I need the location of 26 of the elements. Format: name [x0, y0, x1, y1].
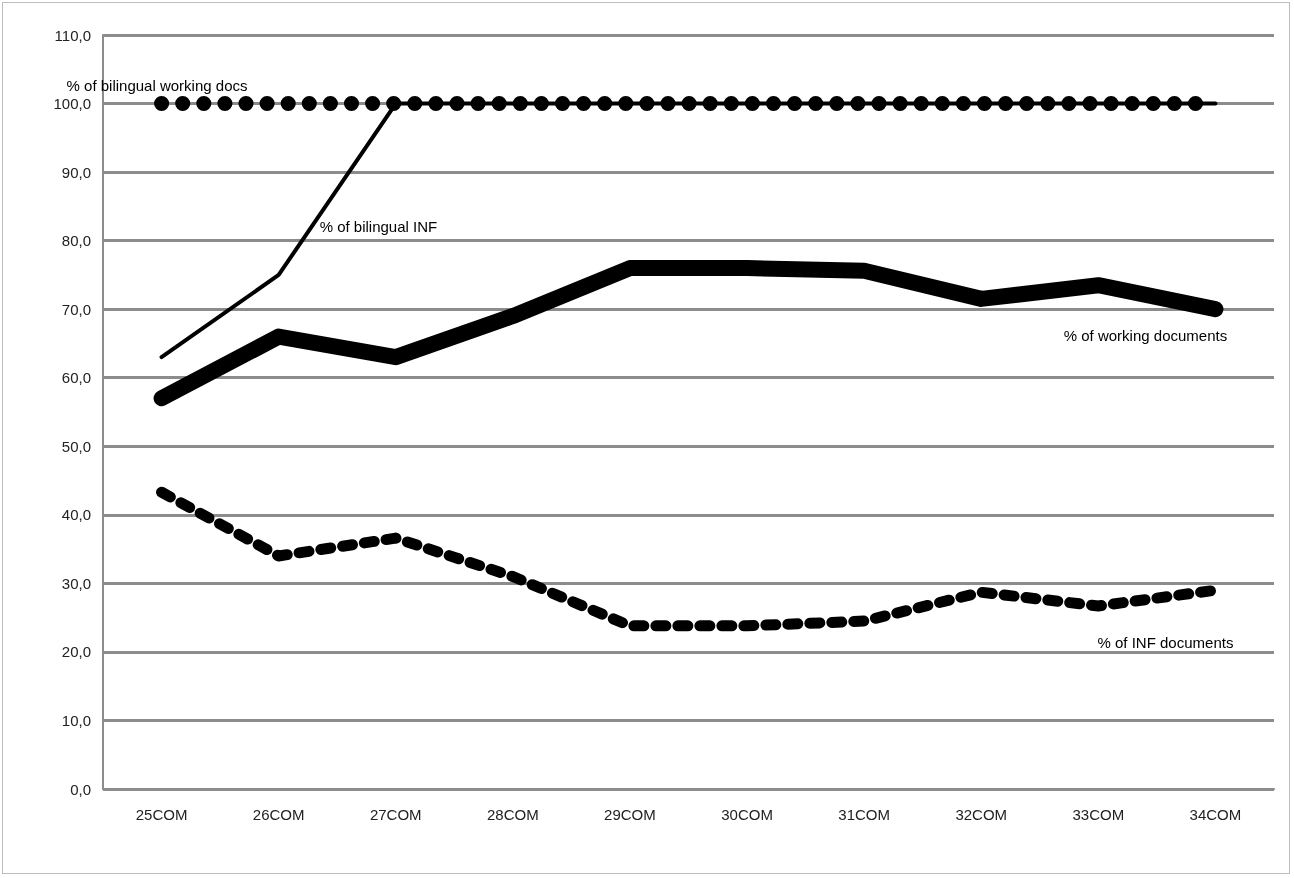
y-tick-label: 10,0 [61, 711, 91, 729]
y-tick-label: 40,0 [61, 506, 91, 524]
series-label: % of working documents [1063, 327, 1228, 345]
x-tick-label: 31COM [838, 806, 890, 823]
y-tick-label: 110,0 [54, 26, 91, 44]
y-tick-label: 60,0 [61, 369, 91, 387]
series-label: % of bilingual INF [319, 218, 438, 236]
x-tick-label: 27COM [369, 806, 422, 823]
y-tick-label: 20,0 [61, 643, 91, 661]
x-tick-label: 28COM [487, 806, 539, 823]
x-tick-label: 32COM [955, 806, 1008, 823]
y-tick-label: 90,0 [61, 163, 91, 181]
x-tick-label: 34COM [1189, 806, 1242, 823]
series-label: % of bilingual working docs [66, 76, 248, 94]
x-tick-label: 30COM [721, 806, 773, 823]
x-tick-label: 25COM [135, 806, 188, 823]
y-tick-label: 50,0 [61, 437, 91, 455]
y-tick-label: 0,0 [70, 780, 91, 798]
y-tick-label: 80,0 [61, 232, 91, 250]
y-tick-label: 70,0 [61, 300, 91, 318]
x-tick-label: 33COM [1072, 806, 1125, 823]
x-tick-label: 26COM [252, 806, 305, 823]
x-tick-label: 29COM [604, 806, 656, 823]
y-tick-label: 100,0 [53, 95, 91, 113]
y-tick-label: 30,0 [61, 574, 91, 592]
series-label: % of INF documents [1097, 634, 1234, 652]
